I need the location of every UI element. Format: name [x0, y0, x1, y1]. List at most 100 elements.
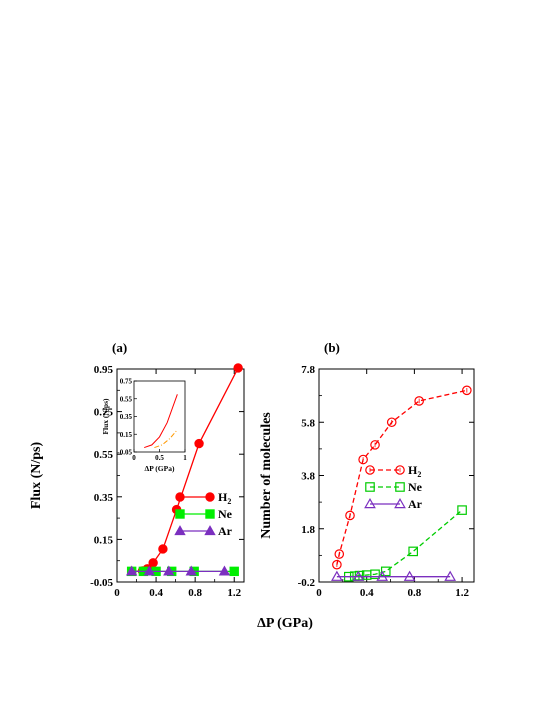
- series-line: [336, 389, 467, 565]
- legend-marker: [205, 492, 215, 502]
- legend-label: Ar: [408, 497, 423, 511]
- legend-marker: [365, 482, 375, 492]
- data-point: [158, 544, 168, 554]
- panel-label: (b): [324, 340, 340, 355]
- x-tick-label: 0.4: [360, 587, 374, 599]
- data-point: [185, 565, 197, 576]
- y-axis-label: Number of molecules: [259, 412, 274, 539]
- data-point: [376, 570, 389, 581]
- series-ar: [331, 570, 457, 581]
- y-tick-label: 0.15: [94, 534, 114, 546]
- data-point: [444, 570, 457, 581]
- x-tick-label: 0.4: [149, 587, 163, 599]
- y-tick-label: 5.8: [301, 417, 315, 429]
- y-tick-label: -0.2: [298, 577, 316, 589]
- data-point: [332, 559, 342, 570]
- y-tick-label: 7.8: [301, 364, 315, 376]
- panel-label: (a): [112, 340, 127, 355]
- data-point: [403, 570, 416, 581]
- legend-entry: Ne: [175, 507, 233, 521]
- shared-x-axis-label: ΔP (GPa): [257, 616, 313, 631]
- data-point: [352, 570, 365, 581]
- inset-x-axis-label: ΔP (GPa): [145, 464, 175, 473]
- legend-marker: [364, 497, 376, 509]
- legend-label-base: H: [218, 490, 228, 504]
- legend-marker: [204, 525, 216, 536]
- inset-x-tick-label: 1: [183, 454, 187, 462]
- inset-x-tick-label: 0: [132, 454, 136, 462]
- data-point: [414, 396, 424, 406]
- data-point: [148, 558, 158, 568]
- inset-frame: [133, 380, 186, 453]
- data-point: [143, 565, 155, 576]
- legend-marker: [395, 465, 405, 475]
- x-tick-label: 0: [316, 587, 322, 599]
- data-point: [334, 549, 345, 559]
- x-tick-label: 1.2: [455, 587, 469, 599]
- inset-y-tick-label: 0.15: [120, 431, 133, 439]
- x-tick-label: 1.2: [227, 587, 241, 599]
- legend-label: H2: [218, 490, 231, 506]
- y-tick-label: 0.35: [94, 492, 114, 504]
- y-tick-label: 0.55: [94, 449, 114, 461]
- inset-chart: 0 0.5 1 -0.05 0.15 0.35 0.55 0.75 ΔP (GPa) Flux (…: [101, 378, 187, 474]
- legend-marker: [174, 525, 186, 536]
- inset-y-tick-label: -0.05: [117, 449, 132, 457]
- legend-entry: H2: [175, 490, 231, 506]
- series-ar: [125, 565, 231, 576]
- legend-label: Ar: [218, 524, 233, 538]
- plot-frame: [318, 368, 475, 583]
- data-point: [370, 569, 380, 580]
- x-tick-label: 0.8: [408, 587, 422, 599]
- y-tick-label: 1.8: [301, 524, 315, 536]
- data-point: [125, 565, 138, 576]
- x-tick-label: 0: [114, 587, 120, 599]
- inset-y-tick-label: 0.35: [120, 413, 133, 421]
- data-point: [229, 566, 239, 577]
- legend-entry: Ar: [174, 524, 233, 538]
- legend-label-base: H: [408, 463, 418, 477]
- inset-series-line: [154, 429, 178, 449]
- legend-label-subscript: 2: [417, 470, 421, 479]
- legend-label: H2: [408, 463, 421, 479]
- inset-x-tick-label: 0.5: [155, 454, 164, 462]
- data-point: [380, 566, 391, 577]
- legend-marker: [175, 492, 185, 502]
- panel-a: 0 0.4 0.8 1.2 -0.05 0.15 0.35 0.55 0.75 0.95 (a) Fl…: [29, 340, 245, 599]
- inset-y-axis-label: Flux (N/ps): [101, 398, 110, 435]
- legend-label: Ne: [408, 480, 423, 494]
- inset-y-tick-label: 0.75: [120, 378, 133, 386]
- y-tick-label: 3.8: [301, 471, 315, 483]
- inset-series-line: [144, 394, 178, 449]
- legend-marker: [365, 465, 375, 475]
- data-point: [218, 565, 231, 576]
- data-point: [386, 417, 397, 428]
- legend-entry: Ar: [364, 497, 423, 511]
- legend-label: Ne: [218, 507, 233, 521]
- inset-y-tick-label: 0.55: [120, 395, 133, 403]
- legend-marker: [205, 509, 215, 519]
- data-point: [331, 570, 343, 581]
- series-h2: [332, 385, 472, 570]
- data-point: [358, 454, 368, 465]
- data-point: [233, 363, 243, 373]
- x-tick-label: 0.8: [188, 587, 202, 599]
- series-line: [348, 509, 463, 578]
- y-axis-label: Flux (N/ps): [29, 442, 44, 510]
- legend-entry: Ne: [365, 480, 423, 494]
- data-point: [462, 385, 472, 396]
- legend-marker: [395, 482, 405, 492]
- y-tick-label: 0.75: [94, 407, 114, 419]
- y-tick-label: -0.05: [90, 577, 113, 589]
- data-point: [194, 438, 204, 449]
- data-point: [163, 565, 175, 576]
- series-ne: [344, 505, 467, 582]
- y-tick-label: 0.95: [94, 364, 114, 376]
- legend-label-subscript: 2: [227, 497, 231, 506]
- data-point: [408, 546, 418, 557]
- data-point: [457, 505, 467, 515]
- data-point: [345, 510, 355, 521]
- legend-marker: [175, 509, 185, 519]
- legend-entry: H2: [365, 463, 421, 479]
